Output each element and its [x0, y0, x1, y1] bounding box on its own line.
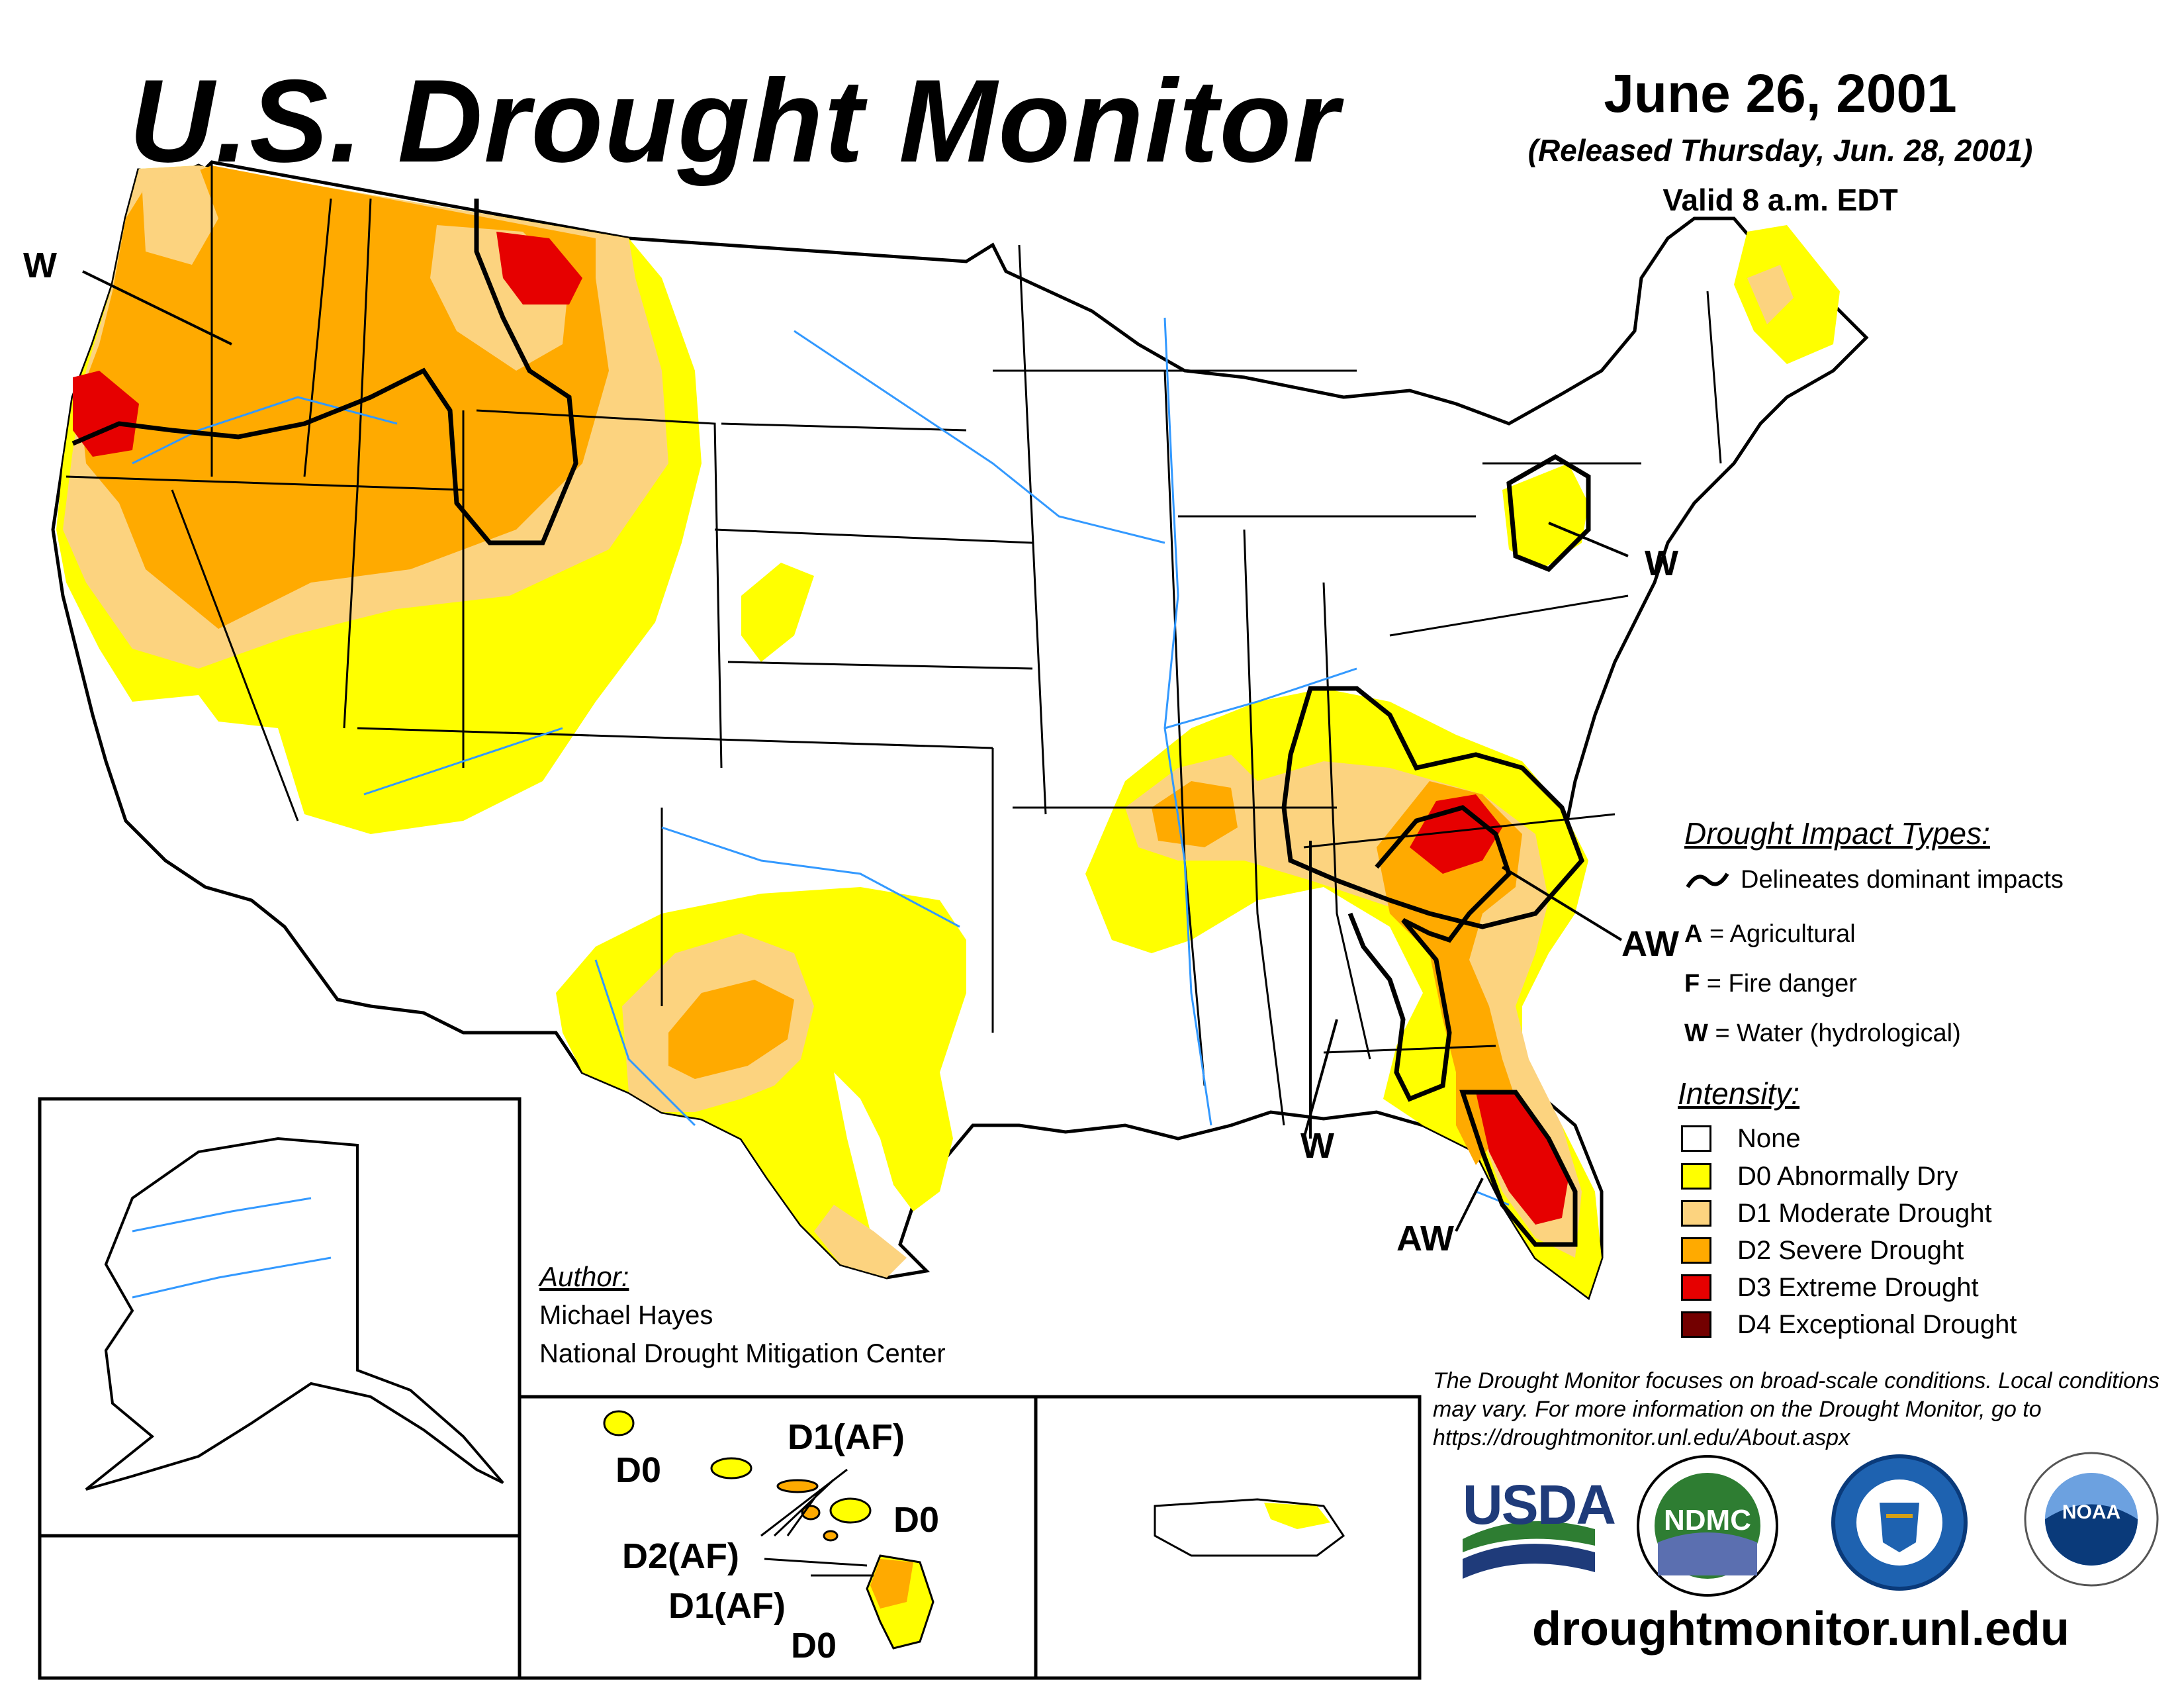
swatch-d2 [1681, 1237, 1711, 1264]
legend-d3: D3 Extreme Drought [1737, 1273, 1979, 1302]
swatch-d3 [1681, 1274, 1711, 1301]
hawaii-leader-lines [760, 1468, 874, 1577]
commerce-logo [1831, 1454, 1968, 1591]
label-nw-w: W [23, 246, 57, 285]
hawaii-label-d1af-top: D1(AF) [788, 1417, 905, 1457]
ne-d0-pennsylvania [1502, 463, 1588, 569]
se-d3-florida [1476, 1092, 1569, 1225]
ndmc-logo [1637, 1455, 1778, 1597]
legend-d1: D1 Moderate Drought [1737, 1199, 1992, 1228]
hawaii-label-d0-kauai: D0 [615, 1450, 662, 1490]
label-se-w: W [1300, 1126, 1334, 1166]
maui-island [829, 1497, 872, 1524]
leader-lines [82, 270, 1629, 1232]
impact-lines [71, 199, 1591, 1247]
valid-time: Valid 8 a.m. EDT [1662, 183, 1898, 217]
impact-line-pa [1506, 453, 1591, 573]
oahu-island [710, 1457, 752, 1479]
impact-line-se-aw [1347, 805, 1512, 1102]
texas-d2-area [668, 980, 794, 1079]
label-ne-w: W [1645, 543, 1678, 583]
map-date: June 26, 2001 [1604, 64, 1957, 124]
noaa-logo-text: NOAA [2062, 1501, 2121, 1523]
label-se-aw: AW [1621, 924, 1679, 964]
intensity-legend-heading: Intensity: [1678, 1076, 1800, 1111]
impact-legend-heading: Drought Impact Types: [1684, 816, 1990, 851]
impact-squiggle-icon [1686, 872, 1729, 888]
swatch-d0 [1681, 1163, 1711, 1190]
west-d3-montana [496, 232, 582, 305]
ks-d0-pocket [741, 563, 814, 662]
state-borders [66, 162, 1722, 1126]
swatch-d1 [1681, 1200, 1711, 1227]
page-title: U.S. Drought Monitor [129, 55, 1340, 187]
se-d2-area [1152, 781, 1238, 847]
swatch-d4 [1681, 1311, 1711, 1338]
author-org: National Drought Mitigation Center [539, 1339, 946, 1368]
ndmc-logo-text: NDMC [1664, 1504, 1751, 1536]
disclaimer-text: The Drought Monitor focuses on broad-sca… [1433, 1368, 2160, 1450]
footer-url[interactable]: droughtmonitor.unl.edu [1532, 1603, 2070, 1656]
kauai-island [603, 1410, 635, 1436]
impact-item-water: W = Water (hydrological) [1684, 1019, 1961, 1047]
noaa-logo [2024, 1452, 2159, 1587]
rivers [132, 317, 1510, 1206]
hawaii-label-d1af-big: D1(AF) [668, 1586, 786, 1626]
texas-d1-coast [814, 1205, 907, 1278]
impact-line-se-w [1281, 686, 1585, 929]
author-heading: Author: [539, 1261, 629, 1292]
impact-line-nw [71, 199, 578, 545]
legend-d2: D2 Severe Drought [1737, 1236, 1964, 1265]
legend-d0: D0 Abnormally Dry [1737, 1162, 1958, 1191]
impact-line-fl [1459, 1090, 1578, 1247]
impact-item-fire: F = Fire danger [1684, 970, 1857, 998]
molokai-island [776, 1479, 819, 1493]
usda-logo-text: USDA [1463, 1474, 1616, 1536]
hawaii-label-d2af: D2(AF) [622, 1536, 739, 1576]
hawaii-label-d0-maui: D0 [893, 1500, 940, 1540]
swatch-none [1681, 1125, 1711, 1152]
usda-logo [1463, 1521, 1595, 1579]
hawaii-inset-frame [518, 1395, 1038, 1680]
label-fl-aw: AW [1396, 1219, 1454, 1258]
author-name: Michael Hayes [539, 1301, 713, 1330]
impact-delineates-text: Delineates dominant impacts [1741, 866, 2064, 894]
alaska-shape [85, 1137, 504, 1491]
kahoolawe-island [823, 1530, 839, 1542]
se-d2-carolinas [1377, 781, 1522, 1165]
hawaii-label-d0-big: D0 [791, 1626, 837, 1665]
impact-item-agricultural: A = Agricultural [1684, 920, 1856, 948]
legend-d4: D4 Exceptional Drought [1737, 1310, 2017, 1339]
release-date: (Released Thursday, Jun. 28, 2001) [1527, 133, 2033, 167]
legend-none: None [1737, 1124, 1801, 1153]
ne-d1-maine-pocket [1747, 265, 1794, 324]
west-d1-pocket-wa [142, 165, 218, 265]
